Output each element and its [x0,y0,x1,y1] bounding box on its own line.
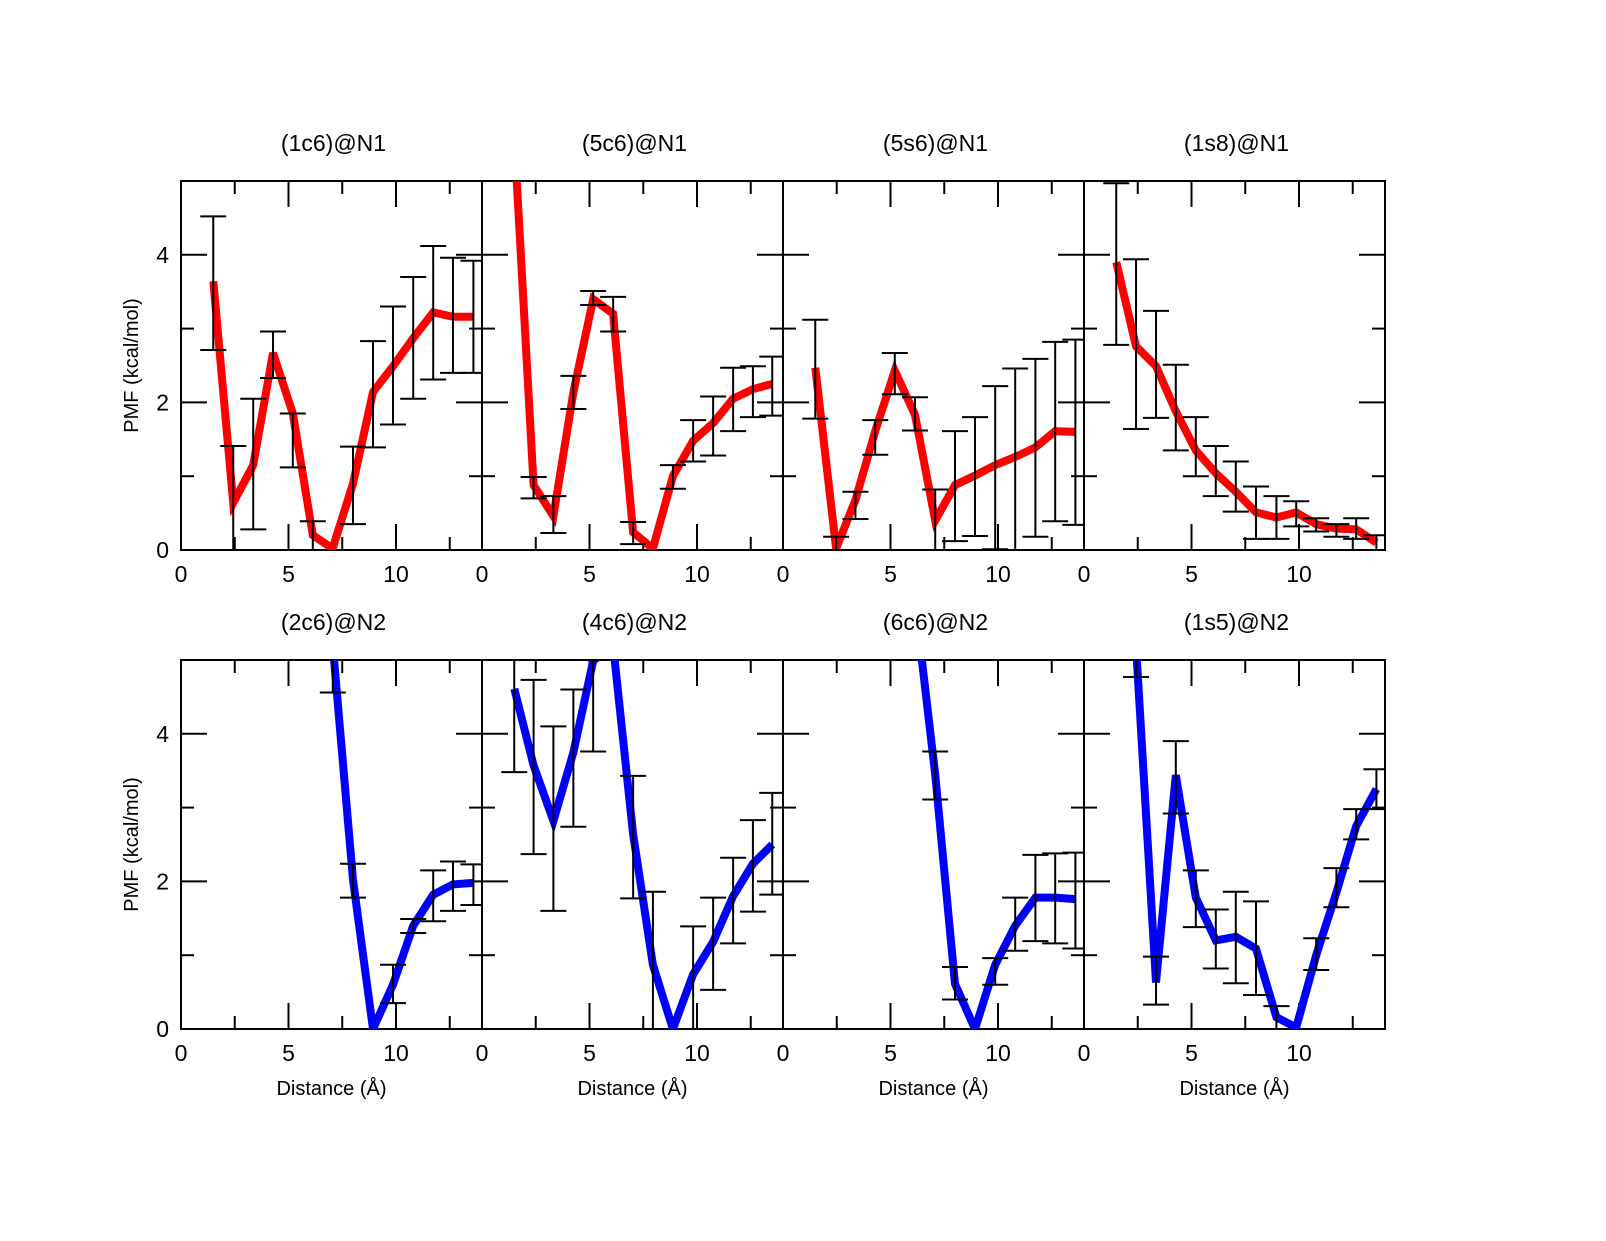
x-tick-label: 0 [777,1040,790,1066]
panel-frame [782,659,1085,1030]
x-axis-label: Distance (Å) [577,1077,687,1100]
panel-title: (1c6)@N1 [281,130,386,156]
panel-7: 0 5 10 Distance (Å) (1s5)@N2 [1078,609,1386,1100]
y-axis-label: PMF (kcal/mol) [121,777,143,911]
panel-title: (5c6)@N1 [582,130,687,156]
panel-frame [1083,659,1386,1030]
y-tick-label: 2 [156,868,169,894]
error-bars [802,318,1084,550]
x-tick-label: 10 [985,561,1011,587]
panel-title: (6c6)@N2 [883,609,988,635]
panel-frame [180,180,483,551]
panel-5: 0 5 10 Distance (Å) (4c6)@N2 [476,609,784,1100]
pmf-series-line [510,660,776,1029]
x-tick-label: 0 [1078,1040,1091,1066]
y-tick-label: 2 [156,389,169,415]
x-tick-label: 0 [175,561,188,587]
x-tick-label: 5 [884,1040,897,1066]
y-tick-label: 4 [156,721,169,747]
panel-title: (2c6)@N2 [281,609,386,635]
error-bars [501,660,783,1029]
x-tick-label: 0 [476,1040,489,1066]
x-tick-label: 10 [985,1040,1011,1066]
x-tick-label: 10 [684,561,710,587]
error-bars [200,215,482,550]
error-bars [1103,182,1385,550]
x-tick-label: 10 [383,561,409,587]
error-bars [922,750,1084,1001]
x-tick-label: 5 [884,561,897,587]
panels-group: 0 5 10 0 2 4 PMF (kcal/mol) (1c6)@N1 0 5 10 (5c6)@N… [121,130,1386,1100]
panel-title: (4c6)@N2 [582,609,687,635]
panel-0: 0 5 10 0 2 4 PMF (kcal/mol) (1c6)@N1 [121,130,483,587]
x-tick-label: 0 [476,561,489,587]
x-tick-label: 0 [1078,561,1091,587]
x-tick-label: 5 [583,561,596,587]
pmf-series-line [209,281,474,550]
panel-frame [180,659,483,1030]
x-tick-label: 0 [175,1040,188,1066]
y-tick-label: 0 [156,537,169,563]
pmf-series-line [1112,261,1379,546]
x-tick-label: 5 [282,1040,295,1066]
error-bars [1123,660,1385,1029]
panel-frame [1083,180,1386,551]
x-tick-label: 10 [1286,1040,1312,1066]
x-axis-label: Distance (Å) [1179,1077,1289,1100]
x-tick-label: 0 [777,561,790,587]
y-axis-label: PMF (kcal/mol) [121,298,143,432]
pmf-series-line [512,181,774,550]
x-axis-label: Distance (Å) [276,1077,386,1100]
x-tick-label: 10 [684,1040,710,1066]
panel-title: (1s5)@N2 [1184,609,1289,635]
y-tick-label: 4 [156,242,169,268]
x-tick-label: 5 [282,561,295,587]
x-tick-label: 10 [1286,561,1312,587]
x-axis-label: Distance (Å) [878,1077,988,1100]
y-tick-label: 0 [156,1016,169,1042]
x-tick-label: 5 [1185,561,1198,587]
panel-title: (1s8)@N1 [1184,130,1289,156]
x-tick-label: 10 [383,1040,409,1066]
panel-title: (5s6)@N1 [883,130,988,156]
error-bars [520,289,783,546]
pmf-series-line [330,660,474,1029]
pmf-series-line [811,359,1076,550]
x-tick-label: 5 [583,1040,596,1066]
panel-4: 0 5 10 0 2 4 PMF (kcal/mol) Distance (Å) (2c6)@N… [121,609,483,1100]
panel-6: 0 5 10 Distance (Å) (6c6)@N2 [777,609,1085,1100]
panel-3: 0 5 10 (1s8)@N1 [1078,130,1386,587]
panel-2: 0 5 10 (5s6)@N1 [777,130,1085,587]
panel-1: 0 5 10 (5c6)@N1 [476,130,784,587]
x-tick-label: 5 [1185,1040,1198,1066]
error-bars [319,660,482,1005]
